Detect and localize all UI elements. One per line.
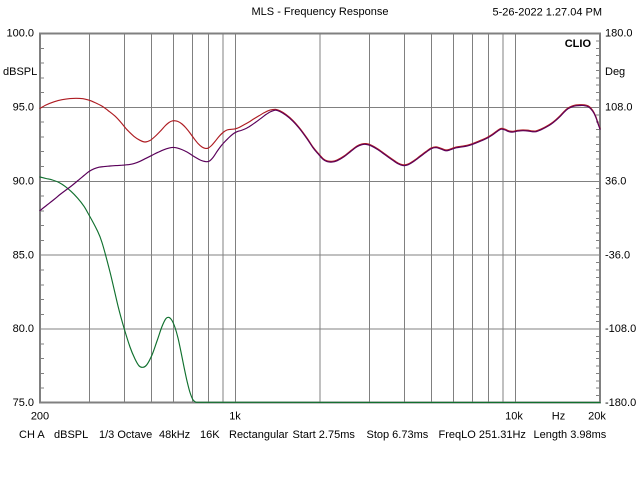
svg-text:-36.0: -36.0 [605, 249, 630, 261]
svg-text:CH A: CH A [19, 429, 45, 441]
svg-text:100.0: 100.0 [6, 28, 34, 40]
svg-text:108.0: 108.0 [605, 102, 633, 114]
svg-text:20k: 20k [588, 411, 606, 423]
svg-text:1/3 Octave: 1/3 Octave [99, 429, 152, 441]
svg-text:dBSPL: dBSPL [3, 66, 37, 78]
svg-text:90.0: 90.0 [13, 175, 34, 187]
svg-text:10k: 10k [505, 411, 523, 423]
svg-text:85.0: 85.0 [13, 249, 34, 261]
svg-text:1k: 1k [229, 411, 241, 423]
svg-text:-108.0: -108.0 [605, 323, 636, 335]
svg-text:48kHz: 48kHz [159, 429, 190, 441]
svg-text:Start 2.75ms: Start 2.75ms [293, 429, 356, 441]
svg-text:MLS - Frequency Response: MLS - Frequency Response [252, 6, 389, 18]
svg-text:dBSPL: dBSPL [54, 429, 88, 441]
svg-text:95.0: 95.0 [13, 102, 34, 114]
svg-text:Hz: Hz [552, 411, 565, 423]
svg-text:-180.0: -180.0 [605, 397, 636, 409]
svg-text:FreqLO 251.31Hz: FreqLO 251.31Hz [439, 429, 526, 441]
svg-text:CLIO: CLIO [565, 38, 592, 50]
svg-text:75.0: 75.0 [13, 397, 34, 409]
svg-text:16K: 16K [200, 429, 220, 441]
svg-text:200: 200 [31, 411, 49, 423]
svg-text:80.0: 80.0 [13, 323, 34, 335]
svg-text:180.0: 180.0 [605, 28, 633, 40]
svg-text:5-26-2022 1.27.04 PM: 5-26-2022 1.27.04 PM [493, 7, 602, 19]
svg-text:Length 3.98ms: Length 3.98ms [534, 429, 607, 441]
svg-text:Stop 6.73ms: Stop 6.73ms [367, 429, 429, 441]
svg-text:36.0: 36.0 [605, 175, 626, 187]
svg-text:Rectangular: Rectangular [229, 429, 289, 441]
svg-text:Deg: Deg [605, 66, 625, 78]
